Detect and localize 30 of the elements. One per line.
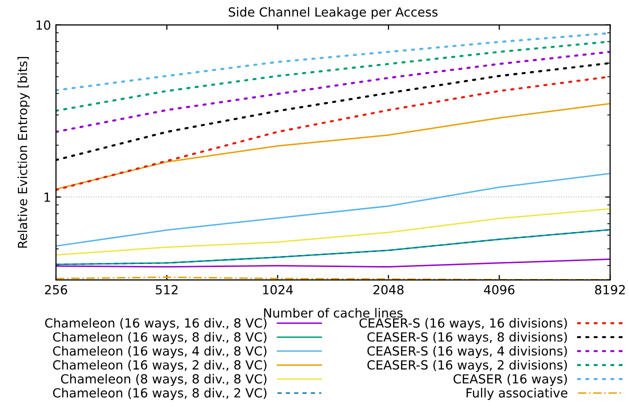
legend-label: Fully associative <box>466 388 568 400</box>
line-series <box>56 50 610 133</box>
line-series <box>56 40 610 112</box>
legend-label: CEASER-S (16 ways, 8 divisions) <box>367 332 567 344</box>
x-tick-label: 2048 <box>373 284 404 294</box>
x-tick-label: 1024 <box>263 284 293 294</box>
legend-label: CEASER-S (16 ways, 4 divisions) <box>367 346 567 358</box>
line-series <box>56 258 610 268</box>
x-tick-label: 512 <box>156 284 178 294</box>
line-series <box>56 228 610 266</box>
y-axis-title: Relative Eviction Entropy [bits] <box>18 56 30 248</box>
legend-label: Chameleon (16 ways, 8 div., 8 VC) <box>53 332 266 344</box>
line-series <box>56 208 610 256</box>
line-series <box>56 102 610 190</box>
legend-label: Chameleon (8 ways, 8 div., 8 VC) <box>61 374 266 386</box>
chart-title: Side Channel Leakage per Access <box>228 7 438 20</box>
x-axis-title: Number of cache lines <box>264 308 403 318</box>
legend-label: CEASER (16 ways) <box>454 374 567 386</box>
x-tick-label: 8192 <box>595 284 625 294</box>
y-tick-label: 1 <box>44 192 50 202</box>
line-series <box>56 172 610 247</box>
legend-label: CEASER-S (16 ways, 16 divisions) <box>359 318 567 330</box>
x-tick-label: 4096 <box>484 284 514 294</box>
y-tick-label: 10 <box>36 20 50 30</box>
legend-label: Chameleon (16 ways, 2 div., 8 VC) <box>53 360 266 372</box>
x-tick-label: 256 <box>44 284 68 294</box>
legend-label: Chameleon (16 ways, 4 div., 8 VC) <box>53 346 266 358</box>
legend-label: CEASER-S (16 ways, 2 divisions) <box>367 360 567 372</box>
legend-label: Chameleon (16 ways, 8 div., 2 VC) <box>53 388 266 400</box>
legend-label: Chameleon (16 ways, 16 div., 8 VC) <box>45 318 266 330</box>
